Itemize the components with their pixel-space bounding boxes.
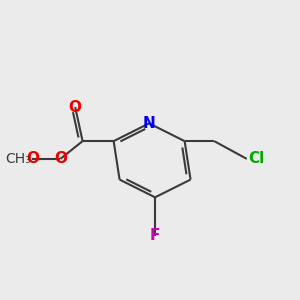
Text: F: F — [150, 228, 160, 243]
Text: Cl: Cl — [248, 152, 265, 166]
Text: CH₃: CH₃ — [5, 152, 31, 166]
Text: O: O — [69, 100, 82, 115]
Text: O: O — [54, 152, 67, 166]
Text: N: N — [143, 116, 155, 131]
Text: O: O — [26, 152, 39, 166]
